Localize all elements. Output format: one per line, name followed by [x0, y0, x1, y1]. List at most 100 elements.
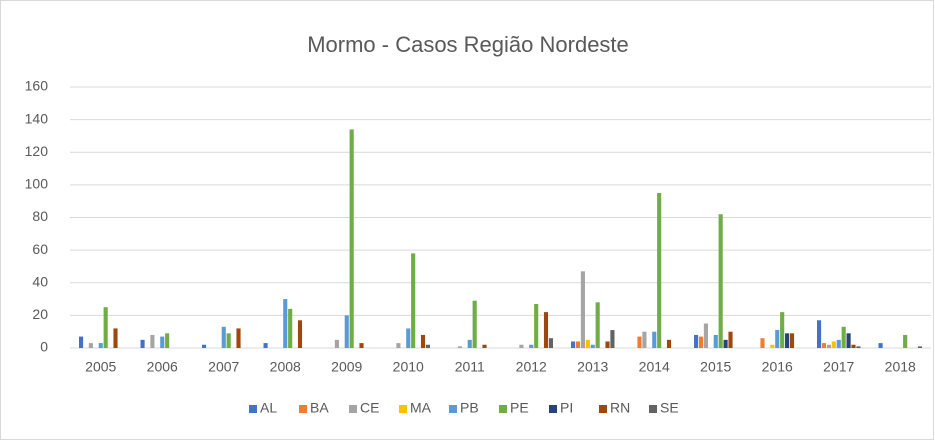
y-tick-label: 40	[32, 273, 48, 289]
bar	[472, 300, 477, 348]
bar	[88, 343, 93, 348]
y-tick-label: 0	[40, 339, 48, 355]
y-tick-label: 160	[25, 78, 49, 94]
bar	[411, 253, 416, 348]
x-tick-label: 2005	[85, 359, 116, 375]
bar	[642, 331, 647, 348]
bar	[785, 333, 790, 348]
bar	[878, 343, 883, 348]
bar	[595, 302, 600, 348]
x-tick-label: 2015	[700, 359, 731, 375]
bar	[831, 341, 836, 348]
bar	[821, 343, 827, 348]
bar	[637, 336, 642, 348]
bar	[519, 344, 524, 348]
bar	[666, 339, 672, 348]
bar	[694, 334, 699, 348]
bar	[789, 333, 795, 348]
bar	[770, 344, 775, 348]
legend-swatch	[299, 405, 307, 413]
y-tick-label: 80	[32, 208, 48, 224]
bar	[103, 307, 108, 348]
bar	[150, 334, 155, 348]
bar	[79, 336, 84, 348]
bar	[344, 315, 349, 348]
x-tick-label: 2014	[639, 359, 670, 375]
y-tick-label: 60	[32, 241, 48, 257]
legend-swatch	[449, 405, 457, 413]
legend-label: PB	[460, 400, 479, 416]
bar	[657, 193, 662, 348]
bar	[283, 299, 288, 348]
y-tick-label: 140	[25, 110, 49, 126]
bar	[420, 334, 426, 348]
bar	[610, 330, 615, 348]
x-tick-label: 2012	[516, 359, 547, 375]
x-tick-label: 2013	[577, 359, 608, 375]
bar	[903, 334, 908, 348]
bar	[580, 271, 585, 348]
legend-swatch	[599, 405, 607, 413]
bar	[359, 343, 364, 348]
bar	[349, 129, 354, 348]
bar	[113, 328, 118, 348]
bar	[534, 303, 539, 348]
bar	[288, 308, 293, 348]
bar	[856, 346, 861, 348]
bar	[836, 339, 841, 348]
bar	[165, 333, 170, 348]
bar	[760, 338, 765, 348]
bar	[160, 336, 165, 348]
x-tick-label: 2017	[823, 359, 854, 375]
x-tick-label: 2006	[147, 359, 178, 375]
bar	[851, 344, 856, 348]
bar	[140, 339, 145, 348]
legend-swatch	[349, 405, 357, 413]
y-tick-label: 20	[32, 306, 48, 322]
bar	[590, 344, 595, 348]
legend-swatch	[499, 405, 507, 413]
legend-label: PI	[560, 400, 573, 416]
bar	[698, 336, 704, 348]
bar	[263, 343, 268, 348]
bar	[585, 339, 590, 348]
y-tick-label: 120	[25, 143, 49, 159]
legend-label: SE	[660, 400, 679, 416]
x-tick-label: 2016	[762, 359, 793, 375]
bar	[846, 333, 851, 348]
chart-title: Mormo - Casos Região Nordeste	[307, 32, 629, 57]
legend-label: BA	[310, 400, 329, 416]
bar	[817, 320, 822, 348]
x-tick-label: 2007	[208, 359, 239, 375]
x-tick-label: 2011	[455, 359, 485, 375]
x-tick-label: 2018	[885, 359, 916, 375]
bar	[775, 330, 780, 348]
bar	[826, 344, 831, 348]
bar	[917, 346, 922, 348]
legend-label: MA	[410, 400, 432, 416]
legend-label: CE	[360, 400, 379, 416]
x-tick-label: 2009	[331, 359, 362, 375]
bar	[841, 326, 846, 348]
bar	[457, 346, 462, 348]
bar	[406, 328, 411, 348]
bar	[605, 341, 610, 348]
bar	[396, 343, 401, 348]
legend-label: RN	[610, 400, 630, 416]
bar	[482, 344, 487, 348]
x-tick-label: 2010	[393, 359, 424, 375]
bar	[713, 334, 718, 348]
legend-swatch	[649, 405, 657, 413]
legend-swatch	[249, 405, 257, 413]
bar	[425, 344, 430, 348]
bar	[728, 331, 733, 348]
bar	[236, 328, 241, 348]
bar	[543, 312, 549, 348]
bar	[467, 339, 472, 348]
bar	[202, 344, 207, 348]
bar	[575, 341, 581, 348]
bar	[703, 323, 708, 348]
bar	[548, 338, 553, 348]
